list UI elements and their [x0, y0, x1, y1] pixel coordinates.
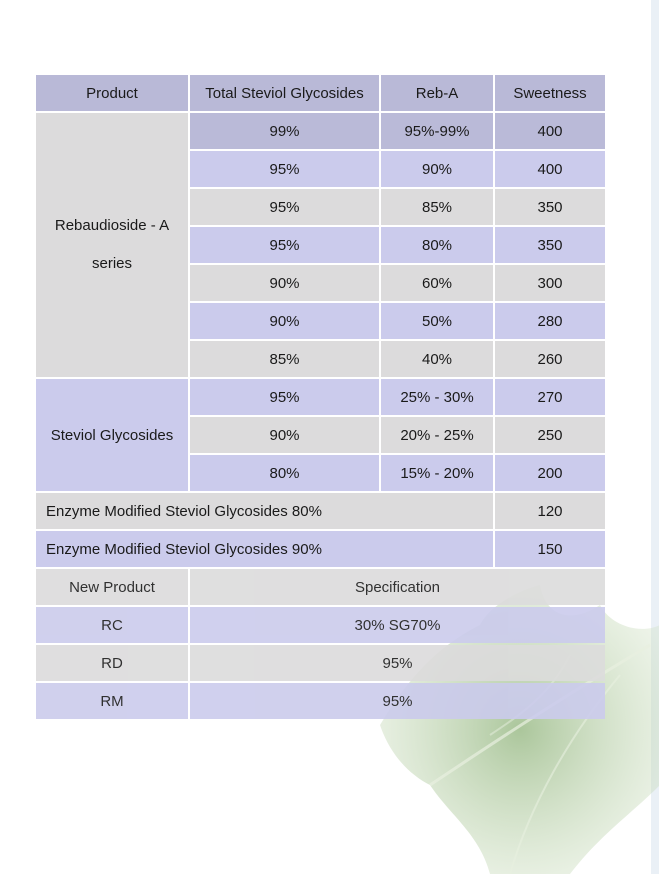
- cell-tsg: 95%: [190, 151, 379, 187]
- cell-sweetness: 280: [495, 303, 605, 339]
- group-rebaudioside-a: Rebaudioside - A series: [36, 113, 188, 377]
- cell-sweetness: 250: [495, 417, 605, 453]
- header-product: Product: [36, 75, 188, 111]
- header-new-product: New Product: [36, 569, 188, 605]
- header-sweetness: Sweetness: [495, 75, 605, 111]
- cell-reba: 95%-99%: [381, 113, 493, 149]
- cell-sweetness: 350: [495, 227, 605, 263]
- cell-new-product: RM: [36, 683, 188, 719]
- cell-tsg: 80%: [190, 455, 379, 491]
- cell-reba: 80%: [381, 227, 493, 263]
- cell-reba: 85%: [381, 189, 493, 225]
- cell-tsg: 95%: [190, 379, 379, 415]
- cell-tsg: 90%: [190, 303, 379, 339]
- cell-specification: 95%: [190, 645, 605, 681]
- cell-enzyme-product: Enzyme Modified Steviol Glycosides 90%: [36, 531, 493, 567]
- cell-sweetness: 400: [495, 113, 605, 149]
- cell-sweetness: 350: [495, 189, 605, 225]
- page-edge-strip: [651, 0, 659, 874]
- cell-specification: 30% SG70%: [190, 607, 605, 643]
- cell-reba: 50%: [381, 303, 493, 339]
- cell-tsg: 90%: [190, 417, 379, 453]
- group-steviol-glycosides: Steviol Glycosides: [36, 379, 188, 491]
- cell-sweetness: 200: [495, 455, 605, 491]
- cell-tsg: 90%: [190, 265, 379, 301]
- cell-sweetness: 120: [495, 493, 605, 529]
- cell-enzyme-product: Enzyme Modified Steviol Glycosides 80%: [36, 493, 493, 529]
- cell-sweetness: 270: [495, 379, 605, 415]
- cell-new-product: RC: [36, 607, 188, 643]
- cell-reba: 60%: [381, 265, 493, 301]
- header-specification: Specification: [190, 569, 605, 605]
- cell-tsg: 95%: [190, 189, 379, 225]
- header-total-steviol-glycosides: Total Steviol Glycosides: [190, 75, 379, 111]
- header-reb-a: Reb-A: [381, 75, 493, 111]
- cell-reba: 40%: [381, 341, 493, 377]
- cell-tsg: 85%: [190, 341, 379, 377]
- cell-new-product: RD: [36, 645, 188, 681]
- group-label-line2: series: [91, 255, 132, 272]
- cell-tsg: 99%: [190, 113, 379, 149]
- product-spec-table: Product Total Steviol Glycosides Reb-A S…: [36, 75, 607, 719]
- cell-specification: 95%: [190, 683, 605, 719]
- cell-sweetness: 260: [495, 341, 605, 377]
- cell-reba: 90%: [381, 151, 493, 187]
- cell-sweetness: 300: [495, 265, 605, 301]
- cell-sweetness: 150: [495, 531, 605, 567]
- cell-reba: 20% - 25%: [381, 417, 493, 453]
- group-label-line1: Rebaudioside - A: [54, 217, 170, 234]
- cell-reba: 25% - 30%: [381, 379, 493, 415]
- cell-tsg: 95%: [190, 227, 379, 263]
- cell-sweetness: 400: [495, 151, 605, 187]
- cell-reba: 15% - 20%: [381, 455, 493, 491]
